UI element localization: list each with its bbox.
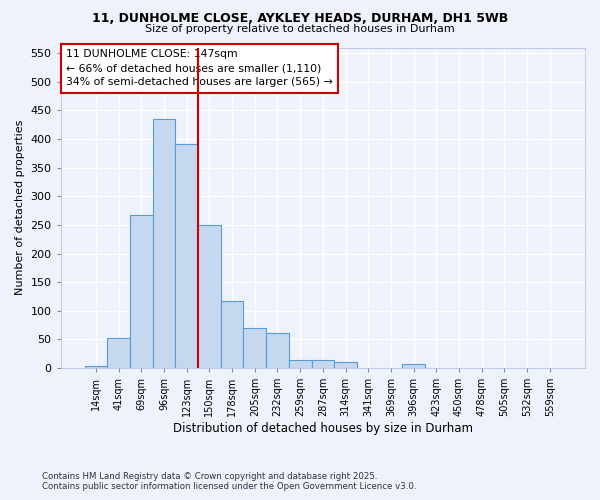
Bar xyxy=(198,225,221,368)
Bar xyxy=(244,328,266,368)
Bar xyxy=(334,362,357,368)
Bar xyxy=(311,360,334,368)
Bar xyxy=(107,338,130,368)
Bar xyxy=(402,364,425,368)
Text: Size of property relative to detached houses in Durham: Size of property relative to detached ho… xyxy=(145,24,455,34)
Bar xyxy=(130,215,152,368)
Bar xyxy=(289,360,311,368)
Bar xyxy=(152,119,175,368)
Text: 11, DUNHOLME CLOSE, AYKLEY HEADS, DURHAM, DH1 5WB: 11, DUNHOLME CLOSE, AYKLEY HEADS, DURHAM… xyxy=(92,12,508,26)
Text: Contains HM Land Registry data © Crown copyright and database right 2025.
Contai: Contains HM Land Registry data © Crown c… xyxy=(42,472,416,491)
Bar xyxy=(266,332,289,368)
Bar xyxy=(85,366,107,368)
X-axis label: Distribution of detached houses by size in Durham: Distribution of detached houses by size … xyxy=(173,422,473,435)
Bar xyxy=(175,144,198,368)
Y-axis label: Number of detached properties: Number of detached properties xyxy=(15,120,25,296)
Bar xyxy=(221,301,244,368)
Text: 11 DUNHOLME CLOSE: 147sqm
← 66% of detached houses are smaller (1,110)
34% of se: 11 DUNHOLME CLOSE: 147sqm ← 66% of detac… xyxy=(66,49,333,87)
